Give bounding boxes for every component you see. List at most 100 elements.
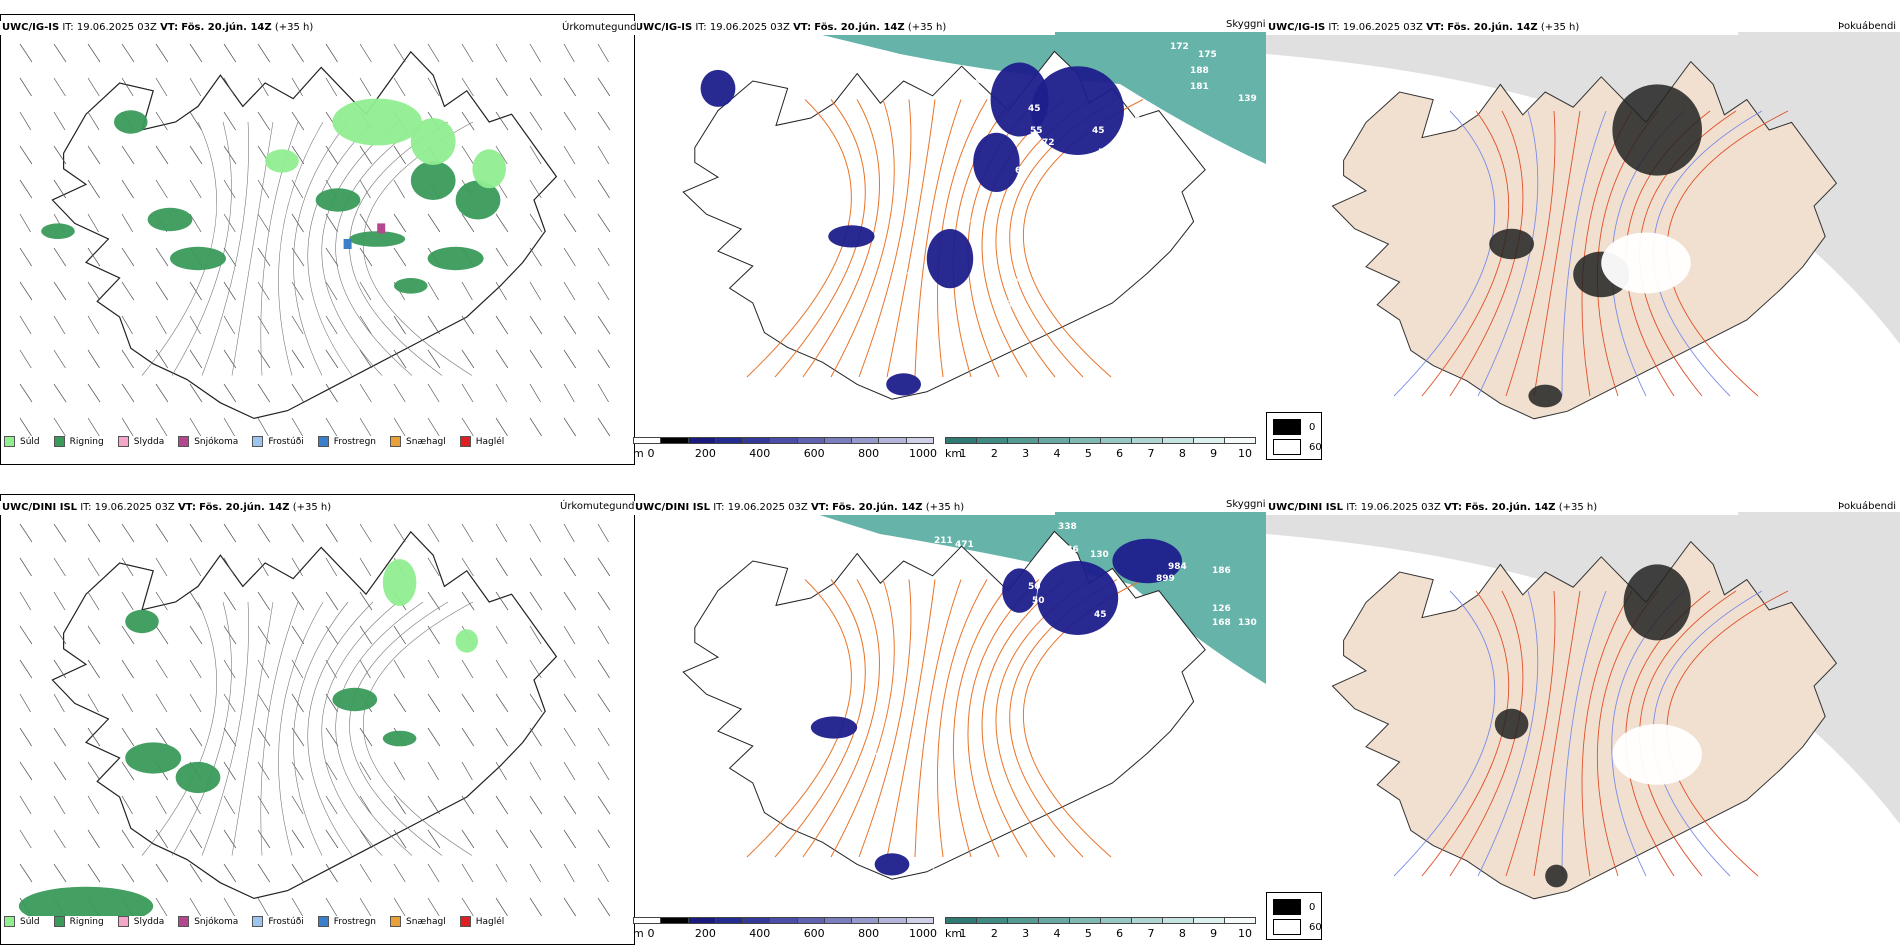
wind-barb <box>121 795 133 815</box>
wind-barb <box>325 281 338 301</box>
wind-barb <box>461 523 474 543</box>
wind-barb <box>53 383 67 403</box>
wind-barb <box>359 247 373 267</box>
wind-barb <box>393 523 406 543</box>
wind-barb <box>495 281 507 301</box>
wind-barb <box>53 523 67 543</box>
colorbar-tick-label: 200 <box>694 927 716 940</box>
colorbar-segment <box>905 917 934 924</box>
wind-barb <box>563 43 575 63</box>
wind-barb <box>87 281 101 301</box>
wind-barb <box>223 591 236 611</box>
fog-legend-item: 60 <box>1273 919 1322 935</box>
wind-barb <box>393 179 405 199</box>
wind-barb <box>393 693 407 713</box>
wind-barb <box>155 43 169 63</box>
road-line <box>335 121 424 376</box>
wind-barb <box>223 383 237 403</box>
wind-barb <box>189 727 203 747</box>
wind-barb <box>155 179 168 199</box>
precip-legend-item: Frostúði <box>252 436 304 447</box>
vis-panel-title-row2: UWC/DINI ISL IT: 19.06.2025 03Z VT: Fös.… <box>633 501 1055 515</box>
wind-barb <box>495 349 509 369</box>
colorbar-tick-label: 8 <box>1178 927 1186 940</box>
wind-barb <box>325 829 339 849</box>
wind-barb <box>325 315 338 335</box>
wind-barb <box>53 863 67 883</box>
wind-barb <box>427 761 439 781</box>
wind-barb <box>461 829 475 849</box>
wind-barb <box>155 417 168 437</box>
wind-barb <box>87 659 100 679</box>
wind-barb <box>257 897 269 917</box>
wind-barb <box>121 557 134 577</box>
wind-barb <box>53 315 66 335</box>
wind-barb <box>19 727 32 747</box>
wind-barb <box>597 897 611 917</box>
legend-label: Snæhagl <box>406 916 446 927</box>
legend-label: Snjókoma <box>194 916 239 927</box>
wind-barb <box>529 315 543 335</box>
wind-barb <box>291 897 303 917</box>
wind-barb <box>393 383 406 403</box>
wind-barb <box>495 145 508 165</box>
road-line <box>1533 110 1581 397</box>
wind-barb <box>291 111 305 131</box>
wind-barb <box>359 145 373 165</box>
wind-barb <box>563 77 577 97</box>
wind-barb <box>291 863 304 883</box>
legend-swatch <box>459 436 471 447</box>
wind-barb <box>563 659 576 679</box>
wind-barb <box>121 281 135 301</box>
wind-barb <box>223 43 237 63</box>
wind-barb <box>529 523 541 543</box>
wind-barb <box>563 897 577 917</box>
wind-barb <box>121 43 135 63</box>
wind-barb <box>87 315 100 335</box>
wind-barb <box>529 145 542 165</box>
wind-barb <box>189 349 203 369</box>
wind-barb <box>121 417 134 437</box>
wind-barb <box>19 281 33 301</box>
precip-panel-title-row1: UWC/IG-IS IT: 19.06.2025 03Z VT: Fös. 20… <box>0 21 602 35</box>
visibility-colorbar-row1: km 1 2 3 4 5 6 7 8 9 10 <box>945 437 1259 461</box>
iceland-outline <box>682 50 1206 400</box>
wind-barb <box>291 43 304 63</box>
wind-barb <box>427 281 439 301</box>
wind-barb <box>257 829 271 849</box>
wind-barb <box>597 43 609 63</box>
colorbar-tick-label: 7 <box>1147 927 1155 940</box>
road-line <box>321 121 399 376</box>
iceland-outline <box>1331 60 1838 420</box>
wind-barb <box>325 693 338 713</box>
road-line <box>1561 110 1607 397</box>
vis-heading-row1: Skyggni <box>1226 19 1266 30</box>
wind-barb <box>223 795 236 815</box>
wind-barb <box>529 281 542 301</box>
wind-barb <box>53 829 66 849</box>
wind-barb <box>87 863 101 883</box>
wind-barb <box>223 863 237 883</box>
wind-barb <box>495 829 509 849</box>
wind-barb <box>597 625 610 645</box>
iceland-outline <box>1331 540 1838 900</box>
wind-barb <box>359 829 373 849</box>
field-blob <box>147 207 193 232</box>
fog-legend-swatch <box>1273 919 1301 935</box>
fog-legend-label: 0 <box>1309 901 1316 913</box>
field-blob <box>828 225 875 248</box>
field-blob <box>1601 232 1691 294</box>
wind-barb <box>53 247 67 267</box>
fog-panel-title-row2: UWC/DINI ISL IT: 19.06.2025 03Z VT: Fös.… <box>1266 501 1738 515</box>
wind-barb <box>427 383 440 403</box>
vis-panel-title-row1: UWC/IG-IS IT: 19.06.2025 03Z VT: Fös. 20… <box>633 21 1055 35</box>
wind-barb <box>461 659 474 679</box>
wind-barb <box>529 625 542 645</box>
wind-barb <box>427 349 441 369</box>
wind-barb <box>359 179 371 199</box>
wind-barb <box>53 659 67 679</box>
wind-barb <box>563 281 576 301</box>
wind-barb <box>87 417 100 437</box>
wind-barb <box>19 761 33 781</box>
ocean-fog-area <box>810 32 1266 164</box>
